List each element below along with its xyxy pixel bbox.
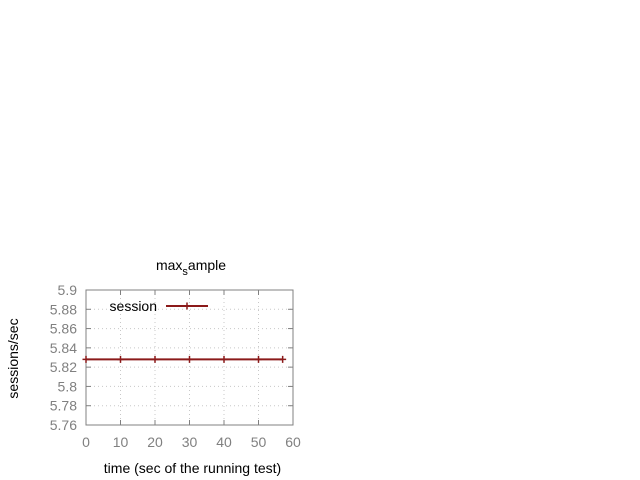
data-point: [255, 355, 262, 363]
y-tick-label: 5.78: [50, 398, 77, 414]
x-tick-label: 10: [113, 434, 129, 450]
x-tick-label: 50: [251, 434, 267, 450]
x-axis: 0 10 20 30 40 50 60: [82, 290, 301, 450]
chart-title: maxsample: [156, 257, 226, 278]
y-axis: 5.76 5.78 5.8 5.82 5.84 5.86 5.88 5.9: [50, 282, 293, 433]
x-tick-label: 30: [182, 434, 198, 450]
y-axis-title: sessions/sec: [5, 318, 21, 398]
y-tick-label: 5.88: [50, 301, 77, 317]
series-layer: [82, 355, 287, 363]
x-tick-label: 60: [285, 434, 301, 450]
chart-title-rest: ample: [188, 257, 226, 273]
data-point: [82, 355, 90, 363]
y-tick-label: 5.9: [58, 282, 78, 298]
y-tick-label: 5.8: [58, 378, 78, 394]
legend-label-session: session: [110, 298, 157, 314]
x-tick-label: 20: [147, 434, 163, 450]
data-point: [117, 355, 124, 363]
x-axis-title: time (sec of the running test): [104, 460, 281, 476]
y-tick-label: 5.84: [50, 340, 77, 356]
x-tick-label: 0: [82, 434, 90, 450]
x-tick-label: 40: [216, 434, 232, 450]
legend-marker-session: [183, 302, 191, 310]
chart-title-main: max: [156, 257, 182, 273]
grid: [86, 290, 293, 425]
legend: session: [110, 298, 208, 314]
y-tick-label: 5.82: [50, 359, 77, 375]
data-point: [151, 355, 159, 363]
chart-title-subscript: s: [182, 266, 188, 278]
data-point: [279, 355, 287, 363]
data-point: [220, 355, 228, 363]
data-point: [186, 355, 193, 363]
y-tick-label: 5.76: [50, 417, 77, 433]
y-tick-label: 5.86: [50, 321, 77, 337]
